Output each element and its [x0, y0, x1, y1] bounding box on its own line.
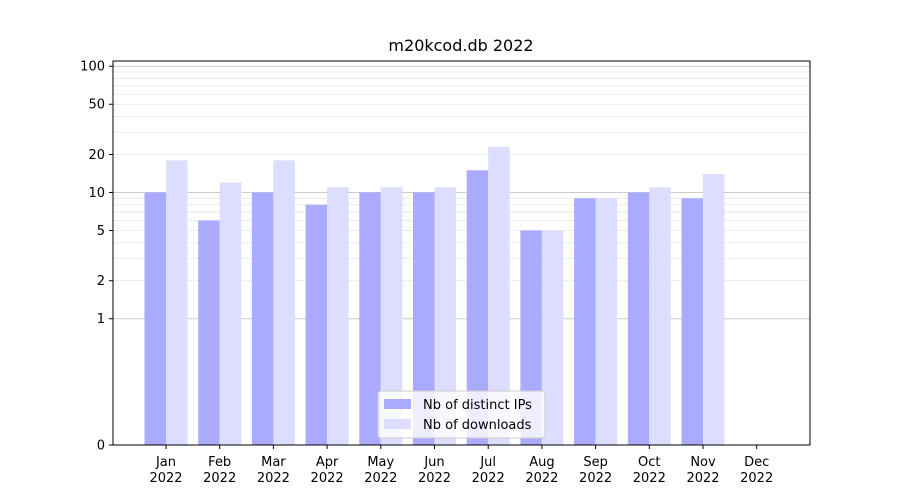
legend-label: Nb of downloads	[423, 418, 532, 433]
x-tick-label-year: 2022	[149, 471, 182, 486]
x-tick-label-month: Mar	[261, 455, 286, 470]
y-tick-label: 5	[97, 224, 105, 239]
bar-distinct-ips-jan	[144, 192, 166, 445]
x-tick-label-month: Jun	[423, 455, 444, 470]
y-tick-label: 0	[97, 439, 105, 454]
x-tick-label-month: Apr	[316, 455, 339, 470]
legend-swatch	[384, 399, 411, 409]
bar-downloads-sep	[595, 198, 618, 445]
x-tick-label-year: 2022	[579, 471, 612, 486]
bar-downloads-jul	[488, 146, 510, 445]
bar-downloads-jan	[166, 160, 188, 446]
y-tick-label: 50	[88, 98, 105, 113]
x-tick-label-year: 2022	[472, 471, 505, 486]
bar-downloads-mar	[273, 160, 295, 446]
legend-label: Nb of distinct IPs	[423, 398, 532, 413]
bar-distinct-ips-jun	[413, 192, 435, 445]
legend: Nb of distinct IPs Nb of downloads	[377, 390, 546, 439]
y-tick-label: 10	[88, 186, 105, 201]
x-tick-label-year: 2022	[311, 471, 344, 486]
bar-downloads-apr	[327, 187, 349, 446]
bar-distinct-ips-oct	[627, 192, 650, 445]
bar-distinct-ips-apr	[305, 204, 328, 445]
bar-distinct-ips-jul	[466, 170, 489, 445]
x-tick-label-month: Aug	[529, 455, 554, 470]
x-tick-label-year: 2022	[686, 471, 719, 486]
x-axis: Jan2022Feb2022Mar2022Apr2022May2022Jun20…	[149, 445, 773, 486]
bar-downloads-jun	[434, 187, 456, 446]
bar-downloads-nov	[703, 174, 725, 445]
x-tick-label-month: Oct	[638, 455, 660, 470]
y-axis: 0 1 2 5 10 20 50 100	[80, 60, 113, 454]
plot-area-frame	[112, 60, 811, 446]
bar-downloads-feb	[219, 182, 242, 445]
y-tick-label: 100	[80, 60, 105, 75]
bar-distinct-ips-may	[359, 192, 381, 445]
bar-downloads-aug	[541, 230, 564, 445]
x-tick-label-year: 2022	[633, 471, 666, 486]
bar-distinct-ips-mar	[251, 192, 274, 445]
x-tick-label-month: Jul	[479, 455, 496, 470]
x-tick-label-month: Sep	[583, 455, 608, 470]
y-tick-label: 1	[97, 312, 105, 327]
x-tick-label-year: 2022	[364, 471, 397, 486]
y-tick-label: 20	[88, 148, 105, 163]
bar-distinct-ips-sep	[574, 198, 596, 445]
legend-box	[377, 390, 546, 439]
x-tick-label-month: May	[367, 455, 394, 470]
y-tick-label: 2	[97, 274, 105, 289]
legend-swatch	[384, 419, 411, 429]
x-tick-label-month: Dec	[744, 455, 769, 470]
bars	[144, 146, 725, 446]
bar-distinct-ips-nov	[681, 198, 703, 445]
x-tick-label-month: Feb	[208, 455, 231, 470]
bar-downloads-oct	[649, 187, 671, 446]
chart-title: m20kcod.db 2022	[388, 36, 533, 55]
x-tick-label-year: 2022	[525, 471, 558, 486]
x-tick-label-month: Jan	[155, 455, 176, 470]
x-tick-label-year: 2022	[740, 471, 773, 486]
bar-downloads-may	[380, 187, 403, 446]
x-tick-label-year: 2022	[257, 471, 290, 486]
x-tick-label-month: Nov	[690, 455, 716, 470]
x-tick-label-year: 2022	[418, 471, 451, 486]
x-tick-label-year: 2022	[203, 471, 236, 486]
bar-distinct-ips-feb	[198, 220, 220, 445]
